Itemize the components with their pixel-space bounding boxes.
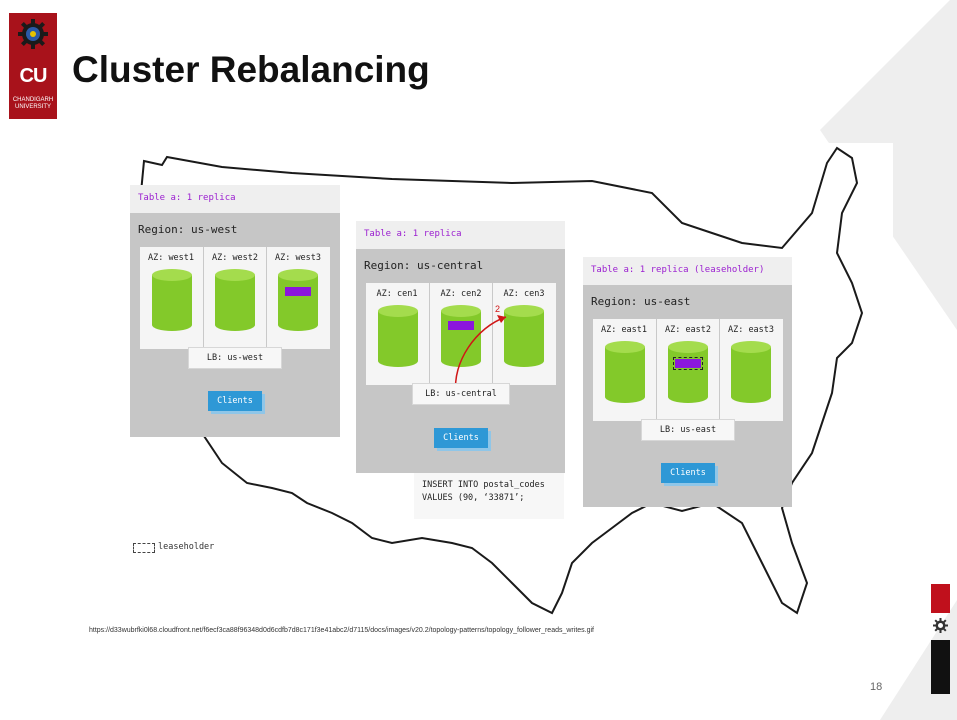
az-divider	[656, 319, 657, 421]
database-cylinder-icon	[378, 305, 418, 367]
legend-label: leaseholder	[158, 542, 215, 552]
region-name: Region: us-west	[138, 223, 238, 236]
replica-marker	[448, 321, 474, 330]
clients-box: Clients	[208, 391, 262, 411]
database-cylinder-icon	[731, 341, 771, 403]
logo-name: CHANDIGARH UNIVERSITY	[9, 97, 57, 111]
leaseholder-legend-icon	[133, 543, 155, 553]
region-name: Region: us-central	[364, 259, 484, 272]
us-map-outline	[137, 146, 864, 615]
sql-statement: INSERT INTO postal_codes VALUES (90, ‘33…	[414, 473, 564, 519]
az-label-cen1: AZ: cen1	[376, 289, 418, 299]
database-cylinder-icon	[215, 269, 255, 331]
rebalance-arrow	[454, 315, 507, 394]
az-label-cen2: AZ: cen2	[440, 289, 482, 299]
cog-icon	[933, 618, 948, 633]
az-divider	[719, 319, 720, 421]
region-name: Region: us-east	[591, 295, 691, 308]
az-label-east1: AZ: east1	[600, 325, 648, 335]
database-cylinder-icon	[504, 305, 544, 367]
load-balancer: LB: us-east	[641, 419, 735, 441]
az-group: AZ: west1 AZ: west2 AZ: west3	[140, 247, 330, 349]
clients-box: Clients	[661, 463, 715, 483]
az-group: AZ: cen1 AZ: cen2 AZ: cen3	[366, 283, 556, 385]
table-header: Table a: 1 replica	[130, 185, 340, 213]
source-url[interactable]: https://d33wubrfki0l68.cloudfront.net/f6…	[89, 627, 594, 634]
az-group: AZ: east1 AZ: east2 AZ: east3	[593, 319, 783, 421]
cog-emblem-icon	[18, 19, 48, 49]
az-divider	[266, 247, 267, 349]
table-replica-label: Table a: 1 replica (leaseholder)	[591, 265, 765, 275]
database-cylinder-icon	[668, 341, 708, 403]
sql-line: VALUES (90, ‘33871’;	[422, 493, 525, 503]
az-divider	[492, 283, 493, 385]
az-divider	[203, 247, 204, 349]
table-header: Table a: 1 replica (leaseholder)	[583, 257, 792, 285]
az-label-west2: AZ: west2	[211, 253, 259, 263]
az-label-east2: AZ: east2	[664, 325, 712, 335]
topology-diagram: Table a: 1 replica Region: us-west AZ: w…	[92, 143, 893, 621]
region-panel-us-central: Table a: 1 replica Region: us-central AZ…	[356, 221, 565, 473]
load-balancer: LB: us-central	[412, 383, 510, 405]
az-label-east3: AZ: east3	[727, 325, 775, 335]
university-logo: CU CHANDIGARH UNIVERSITY	[9, 13, 57, 119]
replica-marker	[285, 287, 311, 296]
az-label-cen3: AZ: cen3	[503, 289, 545, 299]
page-number: 18	[870, 681, 883, 693]
table-replica-label: Table a: 1 replica	[138, 193, 236, 203]
database-cylinder-icon	[278, 269, 318, 331]
table-header: Table a: 1 replica	[356, 221, 565, 249]
az-divider	[429, 283, 430, 385]
brand-bar-black	[931, 640, 950, 694]
table-replica-label: Table a: 1 replica	[364, 229, 462, 239]
leaseholder-replica-marker	[673, 357, 703, 370]
load-balancer: LB: us-west	[188, 347, 282, 369]
database-cylinder-icon	[441, 305, 481, 367]
region-panel-us-west: Table a: 1 replica Region: us-west AZ: w…	[130, 185, 340, 437]
az-label-west1: AZ: west1	[147, 253, 195, 263]
logo-initials: CU	[19, 65, 48, 87]
az-label-west3: AZ: west3	[274, 253, 322, 263]
database-cylinder-icon	[605, 341, 645, 403]
slide-title: Cluster Rebalancing	[72, 49, 430, 90]
rebalance-step-label: 2	[495, 304, 501, 314]
region-panel-us-east: Table a: 1 replica (leaseholder) Region:…	[583, 257, 792, 507]
logo-name-line1: CHANDIGARH	[12, 97, 54, 103]
database-cylinder-icon	[152, 269, 192, 331]
sql-line: INSERT INTO postal_codes	[422, 480, 545, 490]
clients-box: Clients	[434, 428, 488, 448]
brand-bar-red	[931, 584, 950, 613]
logo-name-line2: UNIVERSITY	[14, 104, 51, 110]
